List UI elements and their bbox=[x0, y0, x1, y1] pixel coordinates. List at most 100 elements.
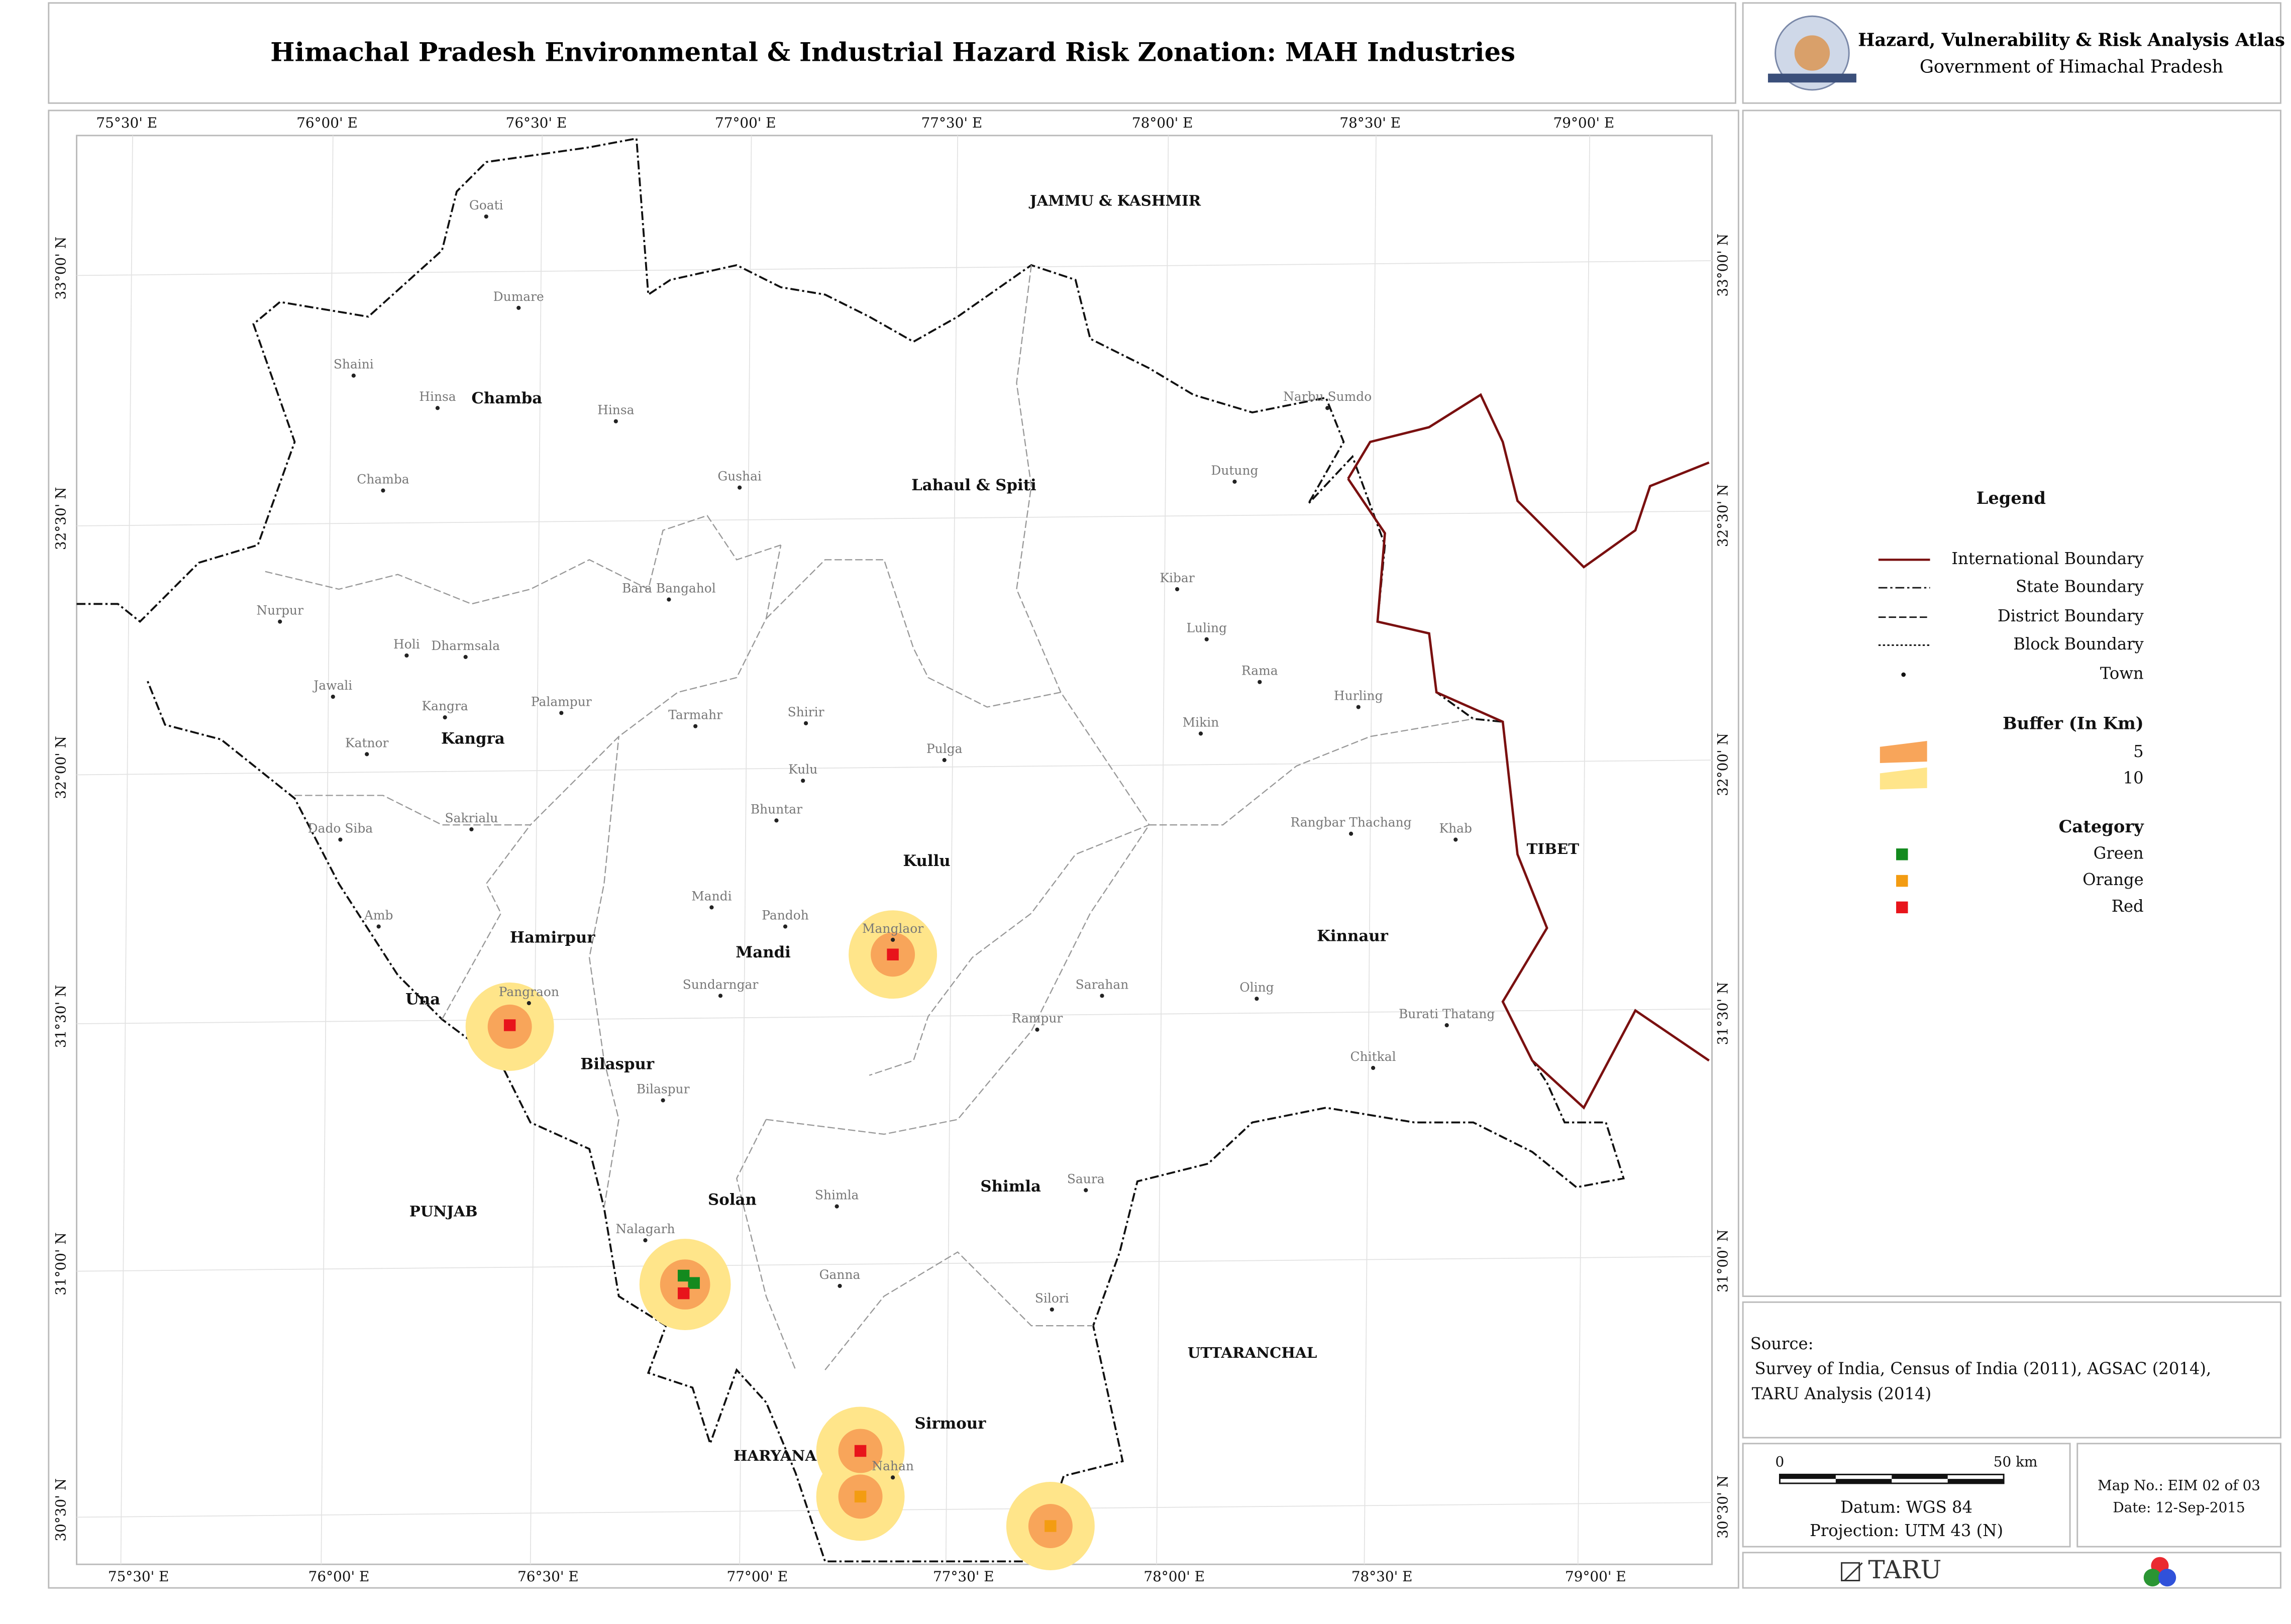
town-label: Nahan bbox=[872, 1459, 914, 1473]
town-dot bbox=[1232, 479, 1237, 484]
taru-logo: TARU bbox=[1868, 1555, 1941, 1584]
town-label: Luling bbox=[1186, 621, 1227, 635]
town-dot bbox=[1050, 1307, 1054, 1312]
legend-entry: Orange bbox=[2082, 870, 2144, 889]
town-dot bbox=[278, 619, 282, 624]
town-label: Kulu bbox=[788, 762, 817, 777]
town-dot bbox=[338, 837, 343, 842]
town-label: Sundarngar bbox=[683, 977, 759, 992]
town-label: Oling bbox=[1239, 980, 1274, 995]
longitude-label: 77°30' E bbox=[933, 1568, 994, 1585]
town-label: Saura bbox=[1067, 1171, 1105, 1186]
longitude-label: 78°30' E bbox=[1339, 115, 1401, 131]
town-dot bbox=[1198, 731, 1203, 736]
parallel bbox=[76, 1008, 1712, 1024]
town-label: Bhuntar bbox=[751, 802, 802, 816]
town-dot bbox=[351, 373, 356, 378]
town-dot bbox=[1348, 831, 1353, 836]
town-dot bbox=[1325, 406, 1330, 410]
town-label: Khab bbox=[1439, 821, 1472, 835]
town-dot bbox=[1204, 637, 1209, 641]
town-dot bbox=[1453, 837, 1458, 842]
town-dot bbox=[1100, 994, 1104, 998]
town-label: Bara Bangahol bbox=[622, 581, 716, 595]
town-dot bbox=[1444, 1023, 1449, 1028]
town-label: Shirir bbox=[788, 705, 824, 719]
town-label: Hurling bbox=[1334, 689, 1383, 703]
longitude-label: 79°00' E bbox=[1565, 1568, 1626, 1585]
town-dot bbox=[643, 1238, 648, 1243]
region-label: UTTARANCHAL bbox=[1188, 1344, 1317, 1361]
town-label: Dumare bbox=[493, 289, 544, 304]
town-dot bbox=[803, 721, 808, 725]
town-label: Bilaspur bbox=[637, 1081, 690, 1096]
town-label: Jawali bbox=[312, 678, 352, 693]
scale-box bbox=[1742, 1443, 2071, 1548]
town-label: Shaini bbox=[334, 357, 374, 372]
legend-entry: Block Boundary bbox=[2013, 634, 2144, 654]
town-label: Hinsa bbox=[597, 403, 635, 417]
longitude-label: 75°30' E bbox=[96, 115, 157, 131]
town-label: Mikin bbox=[1183, 715, 1219, 729]
latitude-label: 32°30' N bbox=[53, 487, 69, 550]
latitude-label: 33°00' N bbox=[1714, 234, 1731, 297]
district-label: Mandi bbox=[736, 943, 791, 961]
town-dot bbox=[890, 937, 895, 942]
meridian bbox=[945, 135, 958, 1565]
legend-entries: International Boundary State Boundary Dist… bbox=[1951, 549, 2144, 916]
legend-heading: Category bbox=[2059, 816, 2145, 836]
longitude-label: 78°00' E bbox=[1132, 115, 1193, 131]
town-label: Rampur bbox=[1012, 1011, 1063, 1026]
map-area bbox=[76, 135, 1713, 1565]
source-label: Source: bbox=[1750, 1334, 1814, 1353]
town-label: Tarmahr bbox=[668, 708, 722, 722]
legend-entry: International Boundary bbox=[1951, 549, 2144, 568]
legend-title: Legend bbox=[1976, 488, 2046, 508]
town-label: Rangbar Thachang bbox=[1291, 815, 1412, 830]
town-label: Silori bbox=[1035, 1291, 1069, 1306]
town-dot bbox=[559, 711, 564, 715]
town-label: Ganna bbox=[819, 1267, 861, 1282]
town-dot bbox=[381, 488, 385, 493]
meridian bbox=[1577, 135, 1591, 1565]
town-label: Chitkal bbox=[1350, 1049, 1396, 1064]
meridian bbox=[120, 135, 133, 1565]
legend-entry: State Boundary bbox=[2016, 577, 2144, 596]
town-dot bbox=[1258, 680, 1262, 684]
longitude-label: 76°30' E bbox=[506, 115, 567, 131]
latitude-label: 33°00' N bbox=[53, 237, 69, 300]
town-label: Kangra bbox=[422, 699, 468, 713]
district-label: Shimla bbox=[980, 1177, 1041, 1196]
latitude-label: 31°00' N bbox=[53, 1232, 69, 1295]
town-label: Katnor bbox=[345, 735, 388, 750]
atlas-title: Hazard, Vulnerability & Risk Analysis At… bbox=[1858, 30, 2285, 51]
region-label: PUNJAB bbox=[409, 1202, 478, 1220]
town-dot bbox=[835, 1204, 839, 1209]
region-label: JAMMU & KASHMIR bbox=[1028, 192, 1201, 209]
projection: Projection: UTM 43 (N) bbox=[1810, 1521, 2003, 1540]
district-label: Hamirpur bbox=[510, 928, 595, 946]
town-dot bbox=[838, 1283, 842, 1288]
town-label: Burati Thatang bbox=[1399, 1007, 1495, 1021]
town-dot bbox=[693, 724, 698, 728]
town-label: Nalagarh bbox=[615, 1222, 675, 1236]
map-labels: 75°30' E 75°30' E 76°00' E 76°00' E 76°30' E… bbox=[53, 115, 1731, 1585]
town-label: Gushai bbox=[717, 469, 762, 484]
legend-entry: Green bbox=[2094, 843, 2144, 862]
town-dot bbox=[463, 655, 468, 659]
town-label: Rama bbox=[1241, 664, 1278, 678]
town-dot bbox=[1175, 587, 1180, 592]
map-date: Date: 12-Sep-2015 bbox=[2113, 1499, 2245, 1515]
district-label: Kinnaur bbox=[1317, 927, 1389, 945]
town-dot bbox=[738, 485, 742, 490]
meridian bbox=[321, 135, 334, 1565]
legend-entry: 10 bbox=[2123, 769, 2144, 788]
district-label: Sirmour bbox=[915, 1415, 987, 1433]
region-label: TIBET bbox=[1527, 840, 1580, 857]
town-label: Nurpur bbox=[256, 603, 303, 617]
meridian bbox=[530, 135, 543, 1565]
town-label: Dharmsala bbox=[431, 638, 500, 653]
legend-entry: Town bbox=[2100, 664, 2144, 683]
latitude-label: 31°30' N bbox=[53, 985, 69, 1048]
longitude-label: 76°30' E bbox=[517, 1568, 579, 1585]
